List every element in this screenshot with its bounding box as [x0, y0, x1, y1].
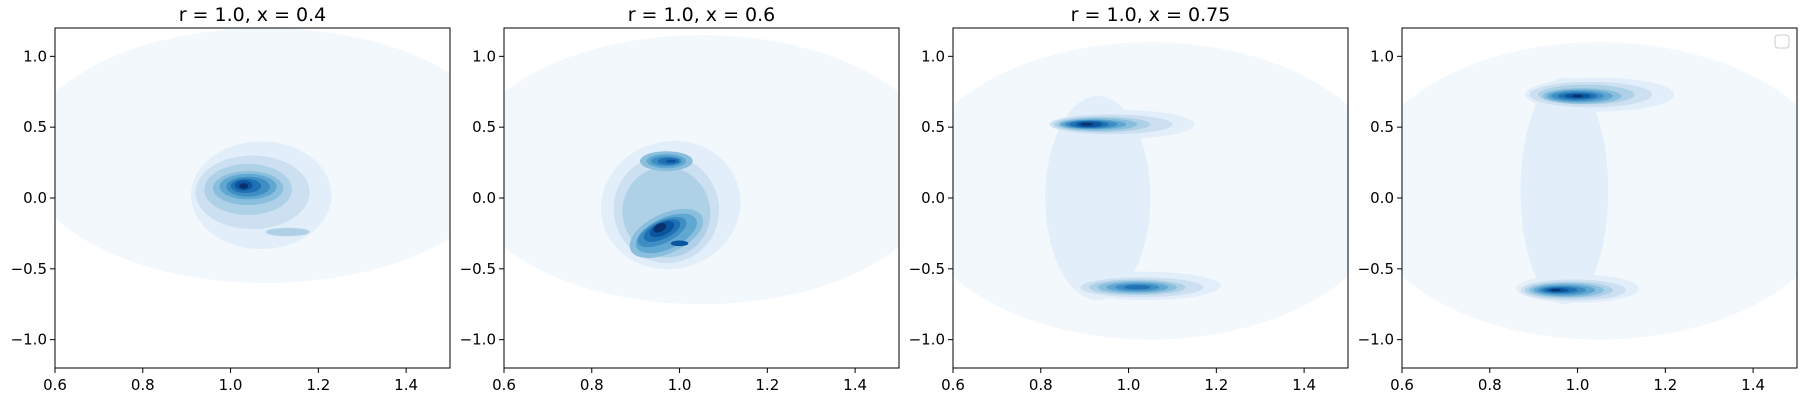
- x-tick-label: 1.4: [843, 376, 867, 394]
- subplot-title: r = 1.0, x = 0.4: [179, 4, 327, 26]
- y-tick-label: −0.5: [1358, 260, 1394, 278]
- contour-level-9: [239, 183, 249, 189]
- contour-level-8: [665, 159, 677, 163]
- x-tick-label: 1.2: [1204, 376, 1228, 394]
- y-tick-label: 0.0: [23, 189, 47, 207]
- x-tick-label: 1.0: [1566, 376, 1590, 394]
- contour-level-9: [1572, 94, 1583, 98]
- contour-level-8: [670, 240, 689, 247]
- x-tick-label: 1.0: [219, 376, 243, 394]
- subplot-1: 0.6 0.8 1.0 1.2 1.4 1.0 0.5 0.0 −0.5 −1.0 r = 1.0,…: [11, 4, 451, 394]
- y-tick-label: 0.5: [1370, 118, 1394, 136]
- contour-level-7: [1124, 285, 1151, 290]
- x-tick-label: 1.2: [1653, 376, 1677, 394]
- y-tick-label: 1.0: [23, 47, 47, 65]
- x-tick-label: 0.6: [941, 376, 965, 394]
- x-tick-label: 0.8: [1478, 376, 1502, 394]
- subplot-3: 0.6 0.8 1.0 1.2 1.4 1.0 0.5 0.0 −0.5 −1.0 r = 1.0,…: [909, 4, 1349, 394]
- y-tick-label: −1.0: [1358, 331, 1394, 349]
- contour-level-1: [1045, 96, 1151, 300]
- x-tick-label: 1.0: [668, 376, 692, 394]
- x-tick-label: 1.4: [1292, 376, 1316, 394]
- contour-fill: [55, 28, 450, 368]
- y-tick-label: 0.0: [1370, 189, 1394, 207]
- y-tick-label: −0.5: [460, 260, 496, 278]
- y-tick-label: 1.0: [921, 47, 945, 65]
- y-tick-label: 1.0: [472, 47, 496, 65]
- subplot-title: r = 1.0, x = 0.6: [628, 4, 776, 26]
- x-tick-label: 1.2: [755, 376, 779, 394]
- contour-fill: [1402, 28, 1797, 368]
- contour-fill: [504, 28, 899, 368]
- x-tick-label: 0.6: [1390, 376, 1414, 394]
- y-tick-label: 0.0: [921, 189, 945, 207]
- subplot-title: r = 1.0, x = 0.75: [1071, 4, 1231, 26]
- x-tick-label: 0.8: [1029, 376, 1053, 394]
- x-tick-label: 0.8: [580, 376, 604, 394]
- contour-level-0: [953, 42, 1348, 340]
- contour-level-9: [1550, 288, 1561, 292]
- subplot-4: 0.6 0.8 1.0 1.2 1.4 1.0 0.5 0.0 −0.5 −1.0: [1358, 27, 1798, 394]
- x-tick-label: 1.2: [306, 376, 330, 394]
- y-tick-label: 1.0: [1370, 47, 1394, 65]
- y-tick-label: −1.0: [460, 331, 496, 349]
- x-tick-label: 0.6: [492, 376, 516, 394]
- y-tick-label: 0.5: [23, 118, 47, 136]
- legend-box: [1774, 34, 1790, 49]
- y-tick-label: −1.0: [11, 331, 47, 349]
- subplot-2: 0.6 0.8 1.0 1.2 1.4 1.0 0.5 0.0 −0.5 −1.0 r = 1.0,…: [460, 4, 900, 394]
- contour-level-3: [265, 227, 310, 237]
- contour-level-1: [1520, 77, 1609, 305]
- contour-level-9: [653, 222, 667, 233]
- y-tick-label: −0.5: [909, 260, 945, 278]
- x-tick-label: 1.4: [1741, 376, 1765, 394]
- y-tick-label: 0.0: [472, 189, 496, 207]
- contour-fill: [953, 28, 1348, 368]
- y-tick-label: 0.5: [921, 118, 945, 136]
- x-tick-label: 1.4: [394, 376, 418, 394]
- x-tick-label: 1.0: [1117, 376, 1141, 394]
- x-tick-label: 0.8: [131, 376, 155, 394]
- y-tick-label: −1.0: [909, 331, 945, 349]
- y-tick-label: −0.5: [11, 260, 47, 278]
- y-tick-label: 0.5: [472, 118, 496, 136]
- x-tick-label: 0.6: [43, 376, 67, 394]
- contour-level-9: [1080, 122, 1094, 126]
